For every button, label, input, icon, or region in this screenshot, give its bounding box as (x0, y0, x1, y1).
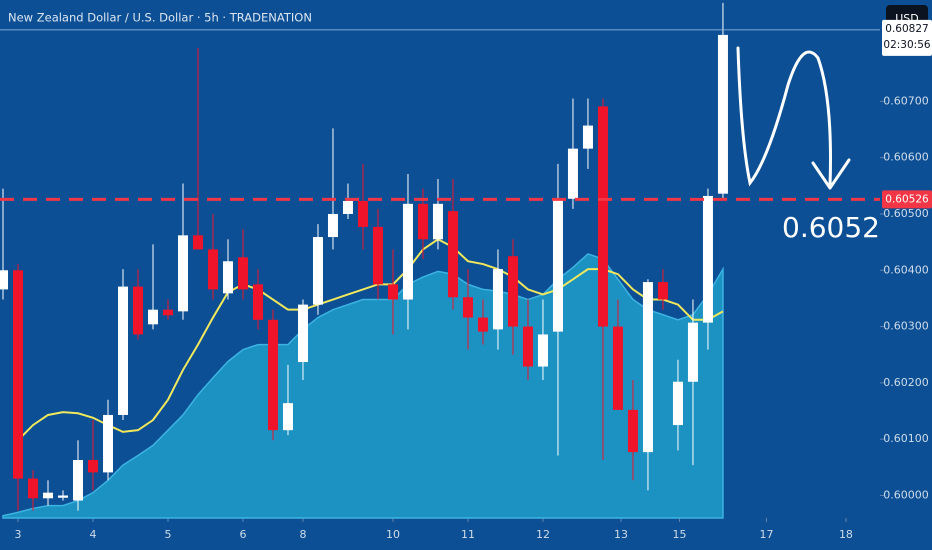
x-tick-label: 6 (239, 528, 246, 541)
price-tag-label: 0.60526 (885, 193, 929, 205)
x-tick-label: 15 (672, 528, 686, 541)
candle-body (207, 249, 218, 290)
candle-body (327, 213, 338, 238)
candle-body (447, 211, 458, 298)
candle-body (612, 326, 623, 410)
y-tick-label: 0.60500 (883, 207, 929, 220)
y-tick-label: 0.60200 (883, 376, 929, 389)
last-price-tag (882, 19, 932, 56)
candle-body (192, 235, 203, 250)
candle-body (537, 334, 548, 367)
x-tick-label: 3 (14, 528, 21, 541)
candle-body (177, 235, 188, 312)
y-tick-label: 0.60600 (883, 151, 929, 164)
candle-body (342, 201, 353, 214)
candle-body (357, 201, 368, 227)
candle-body (387, 284, 398, 300)
candle-body (102, 414, 113, 473)
candle-body (717, 34, 728, 194)
candle-body (687, 322, 698, 382)
candle-body (642, 282, 653, 453)
candle-body (72, 460, 83, 501)
candle-body (297, 304, 308, 363)
x-tick-label: 4 (89, 528, 96, 541)
y-tick-label: 0.60400 (883, 263, 929, 276)
candle-body (432, 203, 443, 240)
candle-body (462, 297, 473, 318)
candle-body (567, 148, 578, 199)
candle-body (312, 237, 323, 305)
candle-body (627, 409, 638, 453)
x-tick-label: 11 (461, 528, 475, 541)
x-tick-label: 12 (536, 528, 550, 541)
x-tick-label: 5 (164, 528, 171, 541)
y-tick-label: 0.60700 (883, 94, 929, 107)
candle-body (402, 203, 413, 300)
candle-body (147, 309, 158, 325)
y-tick-label: 0.60300 (883, 320, 929, 333)
candle-body (477, 317, 488, 332)
candle-body (42, 492, 53, 499)
arrow-head (811, 158, 851, 190)
candle-body (162, 309, 173, 316)
candle-body (0, 270, 8, 290)
candle-body (117, 286, 128, 415)
candle-body (267, 319, 278, 431)
candle-body (27, 478, 38, 499)
price-tag (882, 190, 932, 209)
x-tick-label: 10 (386, 528, 400, 541)
annotation: 0.6052 (782, 211, 880, 244)
x-tick-label: 17 (759, 528, 773, 541)
candle-body (657, 282, 668, 300)
x-tick-label: 8 (299, 528, 306, 541)
y-tick-label: 0.60100 (883, 432, 929, 445)
plot-area: 0.60000 0.60100 0.60200 0.60300 0.60400 0.605… (0, 2, 929, 541)
candle-body (702, 195, 713, 323)
candle-body (282, 403, 293, 431)
candle-body (552, 198, 563, 332)
candle-body (417, 203, 428, 240)
candle-body (597, 106, 608, 327)
hand-drawn-arrow (736, 46, 832, 188)
candle-body (672, 381, 683, 426)
candle-body (12, 270, 23, 479)
candle-body (132, 286, 143, 335)
candle-body (507, 256, 518, 327)
candle-body (57, 495, 68, 498)
candle-body (492, 269, 503, 330)
candle-body (582, 125, 593, 149)
chart-title: New Zealand Dollar / U.S. Dollar · 5h · … (8, 11, 312, 25)
countdown: 02:30:56 (883, 39, 930, 51)
y-tick-label: 0.60000 (883, 488, 929, 501)
candle-body (237, 257, 248, 290)
candle-body (522, 326, 533, 367)
last-price-label: 0.60827 (885, 23, 928, 35)
candle-body (252, 284, 263, 320)
candle-body (222, 261, 233, 294)
candle-body (87, 460, 98, 473)
candle-body (372, 226, 383, 285)
x-tick-label: 13 (614, 528, 628, 541)
x-tick-label: 18 (839, 528, 853, 541)
